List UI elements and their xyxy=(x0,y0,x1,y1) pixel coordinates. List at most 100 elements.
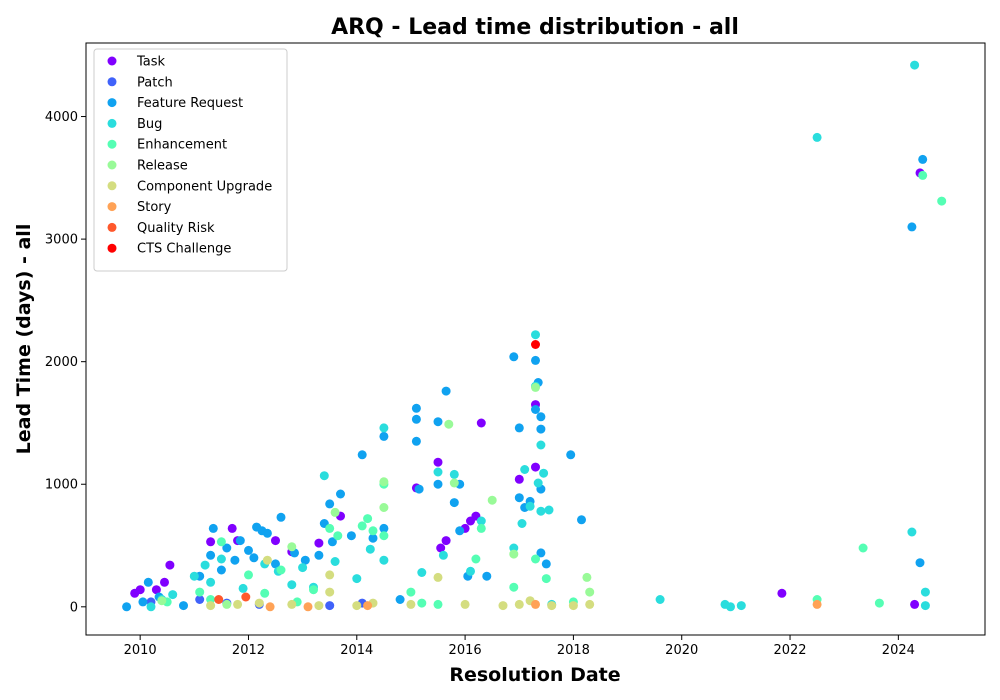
data-point xyxy=(585,587,595,597)
data-point xyxy=(230,555,240,565)
data-point xyxy=(314,538,324,548)
data-point xyxy=(254,598,264,608)
data-point xyxy=(214,595,224,604)
data-point xyxy=(449,469,459,479)
y-tick-label: 3000 xyxy=(45,233,78,248)
data-point xyxy=(514,493,524,503)
data-point xyxy=(333,531,343,541)
legend-label: CTS Challenge xyxy=(137,242,231,257)
data-point xyxy=(216,554,226,564)
data-point xyxy=(777,588,787,598)
data-point xyxy=(303,602,313,612)
data-point xyxy=(655,595,665,604)
x-axis: 2010 2012 2014 2016 2018 2020 2022 2024 xyxy=(124,635,915,658)
legend-label: Enhancement xyxy=(137,138,227,153)
data-point xyxy=(276,565,286,575)
data-point xyxy=(536,548,546,558)
data-point xyxy=(531,355,540,365)
x-tick-label: 2020 xyxy=(665,643,698,658)
data-point xyxy=(920,587,930,597)
data-point xyxy=(238,583,248,593)
points-layer xyxy=(122,60,947,612)
data-point xyxy=(910,599,920,609)
data-point xyxy=(582,572,592,582)
data-point xyxy=(346,531,356,541)
y-axis-label: Lead Time (days) - all xyxy=(13,224,35,455)
y-tick-label: 1000 xyxy=(45,478,78,493)
legend-marker xyxy=(107,202,117,212)
data-point xyxy=(874,598,884,608)
data-point xyxy=(325,601,335,611)
data-point xyxy=(918,154,928,164)
data-point xyxy=(206,537,216,547)
legend-label: Patch xyxy=(137,75,173,90)
data-point xyxy=(206,601,216,611)
data-point xyxy=(195,595,205,604)
data-point xyxy=(271,559,280,569)
data-point xyxy=(233,599,243,609)
data-point xyxy=(368,526,378,536)
data-point xyxy=(433,457,443,467)
data-point xyxy=(195,587,205,597)
data-point xyxy=(476,418,486,428)
data-point xyxy=(151,585,161,595)
data-point xyxy=(536,424,546,434)
data-point xyxy=(536,506,546,516)
data-point xyxy=(179,601,188,611)
data-point xyxy=(449,498,459,508)
data-point xyxy=(509,549,519,559)
data-point xyxy=(379,503,389,512)
data-point xyxy=(433,479,443,489)
data-point xyxy=(200,560,210,570)
data-point xyxy=(262,555,272,565)
data-point xyxy=(325,570,335,580)
legend-marker xyxy=(107,56,117,66)
data-point xyxy=(379,555,389,565)
data-point xyxy=(143,577,153,587)
data-point xyxy=(471,554,481,564)
plot-area-frame xyxy=(85,42,986,636)
data-point xyxy=(466,566,475,576)
data-point xyxy=(460,599,470,609)
data-point xyxy=(577,515,586,525)
legend-marker xyxy=(107,243,117,253)
legend-label: Story xyxy=(137,200,172,215)
data-point xyxy=(907,222,917,232)
data-point xyxy=(414,484,424,494)
data-point xyxy=(417,598,427,608)
data-point xyxy=(907,527,917,537)
data-point xyxy=(309,585,318,595)
x-axis-label: Resolution Date xyxy=(449,664,620,686)
data-point xyxy=(244,545,253,555)
data-point xyxy=(910,60,920,70)
data-point xyxy=(441,386,451,396)
data-point xyxy=(536,440,546,450)
data-point xyxy=(509,582,519,592)
data-point xyxy=(433,467,443,477)
legend-label: Task xyxy=(136,55,166,70)
data-point xyxy=(812,132,822,142)
data-point xyxy=(531,405,540,414)
data-point xyxy=(330,507,340,517)
data-point xyxy=(276,512,286,522)
data-point xyxy=(514,599,524,609)
y-tick-label: 0 xyxy=(70,600,78,615)
data-point xyxy=(357,521,367,531)
legend-frame xyxy=(93,48,288,272)
data-point xyxy=(314,550,324,560)
x-tick-label: 2018 xyxy=(557,643,590,658)
data-point xyxy=(539,468,549,478)
data-point xyxy=(271,536,280,546)
data-point xyxy=(260,588,270,598)
x-tick-label: 2014 xyxy=(340,643,373,658)
data-point xyxy=(206,550,216,560)
data-point xyxy=(915,558,925,568)
data-point xyxy=(135,585,145,595)
data-point xyxy=(531,599,540,609)
data-point xyxy=(937,196,947,206)
data-point xyxy=(206,577,216,587)
legend-label: Feature Request xyxy=(137,96,243,111)
data-point xyxy=(517,519,527,528)
data-point xyxy=(433,417,443,427)
data-point xyxy=(146,602,156,612)
